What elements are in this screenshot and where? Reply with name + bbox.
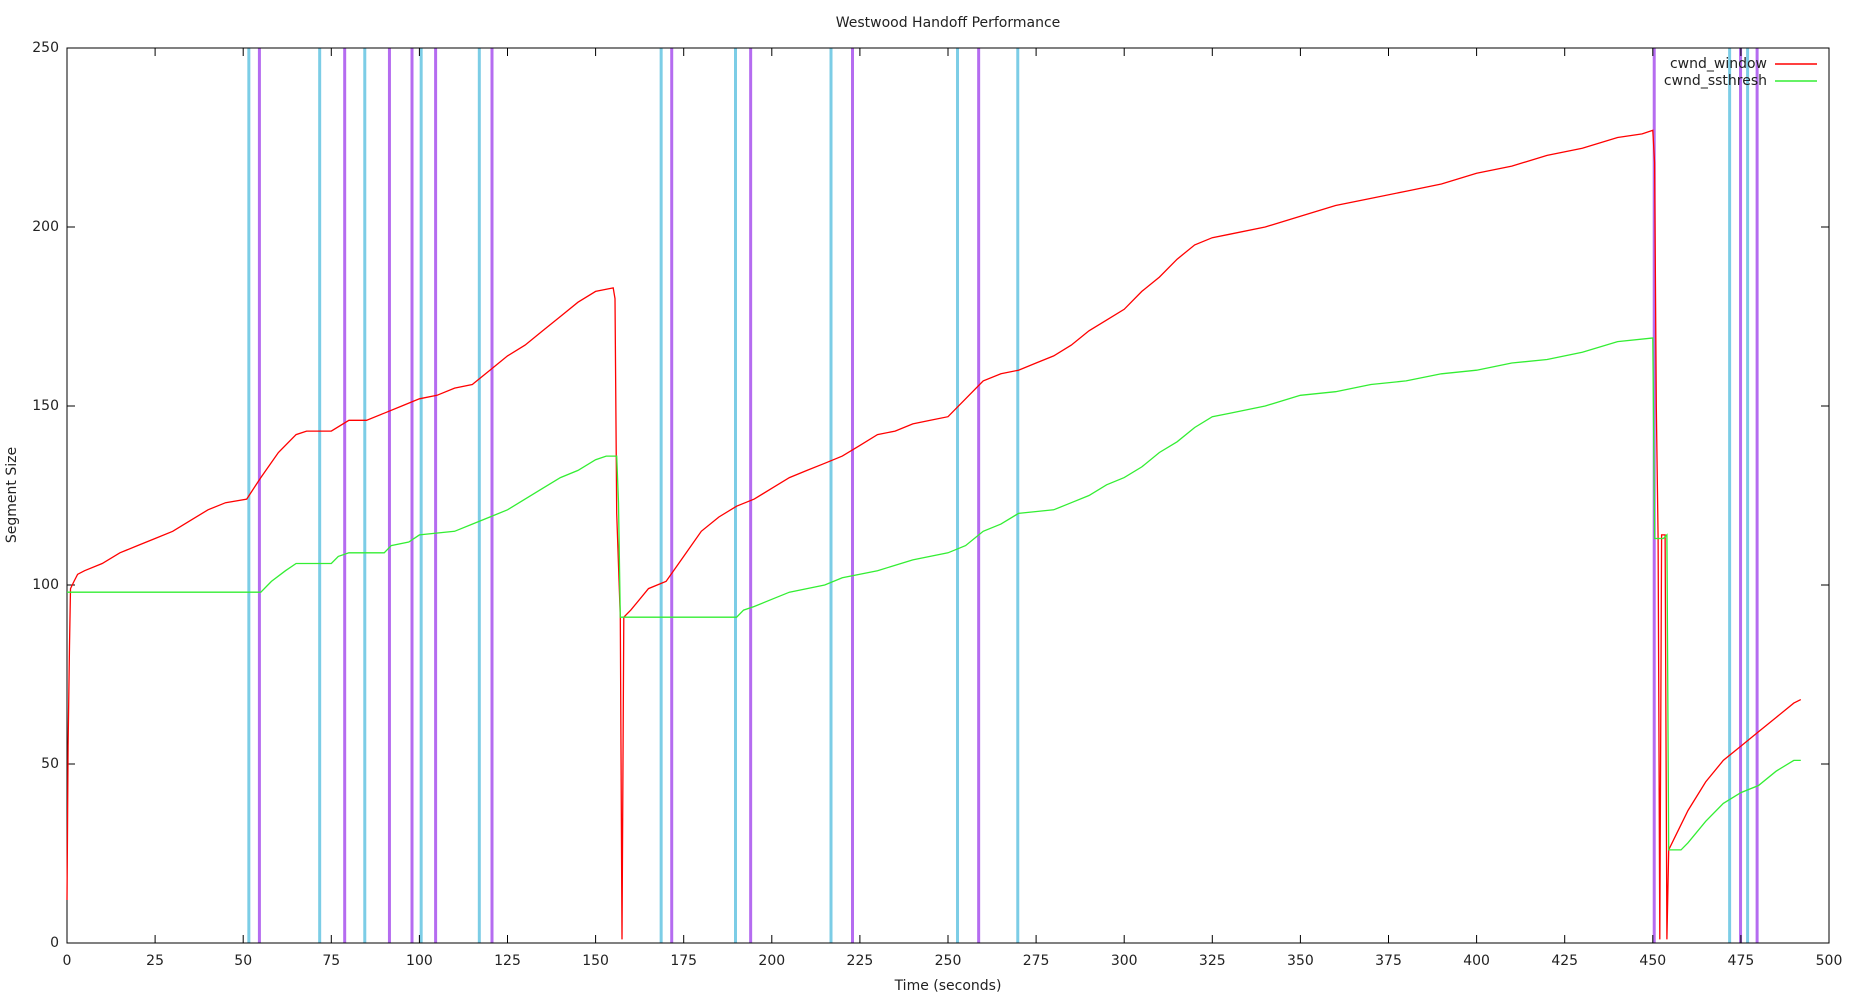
x-tick-label: 475	[1728, 953, 1755, 969]
x-tick-label: 500	[1816, 953, 1843, 969]
x-tick-label: 100	[406, 953, 433, 969]
series-line	[66, 129, 1802, 940]
x-tick-label: 125	[494, 953, 521, 969]
x-tick-label: 225	[847, 953, 874, 969]
y-tick-label: 200	[32, 219, 59, 235]
legend-label: cwnd_ssthresh	[1664, 73, 1767, 89]
x-axis-label: Time (seconds)	[894, 978, 1002, 994]
x-tick-label: 425	[1551, 953, 1578, 969]
y-tick-label: 50	[41, 756, 59, 772]
legend-label: cwnd_window	[1670, 56, 1767, 72]
x-tick-label: 325	[1199, 953, 1226, 969]
series-line	[67, 337, 1801, 851]
x-tick-label: 50	[234, 953, 252, 969]
x-tick-label: 150	[582, 953, 609, 969]
y-tick-label: 250	[32, 40, 59, 56]
y-tick-label: 150	[32, 398, 59, 414]
x-tick-label: 350	[1287, 953, 1314, 969]
y-tick-label: 0	[50, 935, 59, 951]
x-tick-label: 400	[1463, 953, 1490, 969]
y-axis-label: Segment Size	[4, 447, 20, 543]
x-tick-label: 275	[1023, 953, 1050, 969]
x-tick-label: 375	[1375, 953, 1402, 969]
x-tick-label: 175	[670, 953, 697, 969]
x-tick-label: 200	[758, 953, 785, 969]
x-tick-label: 300	[1111, 953, 1138, 969]
x-tick-label: 250	[935, 953, 962, 969]
plot-frame	[66, 47, 1830, 944]
chart-title: Westwood Handoff Performance	[836, 15, 1061, 31]
y-tick-label: 100	[32, 577, 59, 593]
x-tick-label: 75	[322, 953, 340, 969]
x-tick-label: 25	[146, 953, 164, 969]
x-tick-label: 0	[63, 953, 72, 969]
x-tick-label: 450	[1639, 953, 1666, 969]
